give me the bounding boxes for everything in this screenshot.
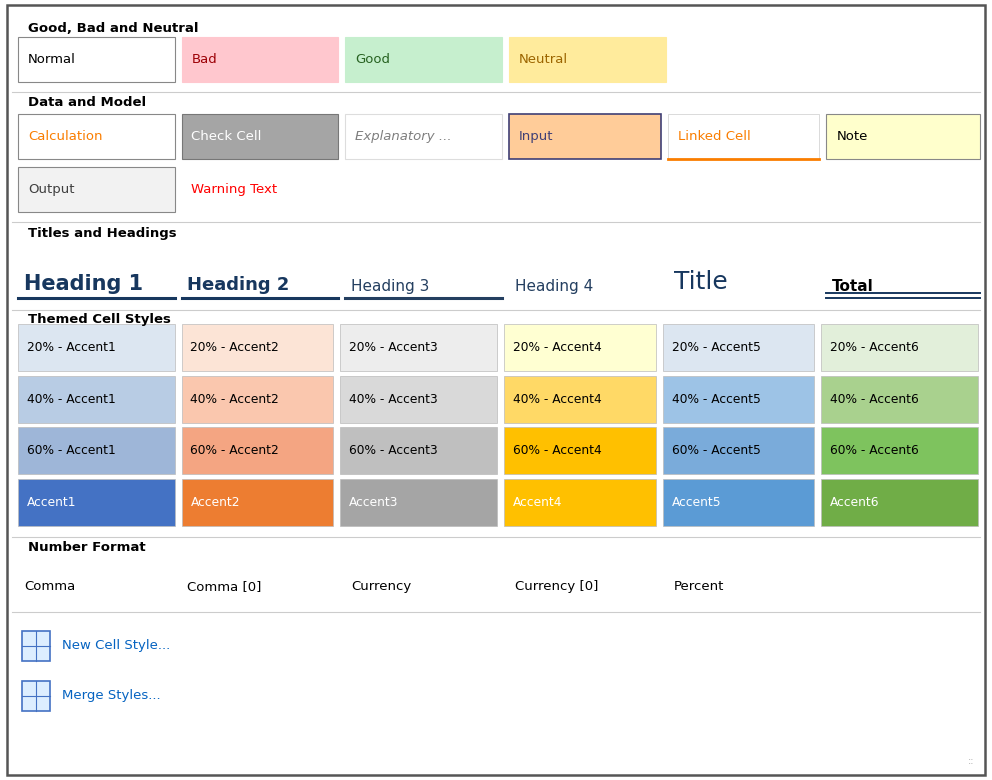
Text: Check Cell: Check Cell (191, 130, 262, 143)
Text: Total: Total (832, 279, 874, 294)
Text: 60% - Accent2: 60% - Accent2 (190, 445, 279, 457)
Text: Warning Text: Warning Text (191, 183, 278, 196)
Text: 20% - Accent3: 20% - Accent3 (349, 342, 437, 354)
Text: Good, Bad and Neutral: Good, Bad and Neutral (28, 23, 198, 35)
Text: Good: Good (355, 53, 390, 66)
Text: 20% - Accent2: 20% - Accent2 (190, 342, 279, 354)
Text: 20% - Accent4: 20% - Accent4 (513, 342, 601, 354)
FancyBboxPatch shape (821, 376, 978, 423)
FancyBboxPatch shape (18, 324, 175, 371)
Text: 40% - Accent4: 40% - Accent4 (513, 393, 601, 406)
Text: Themed Cell Styles: Themed Cell Styles (28, 314, 171, 326)
FancyBboxPatch shape (821, 479, 978, 526)
FancyBboxPatch shape (18, 479, 175, 526)
Text: Input: Input (519, 130, 554, 143)
FancyBboxPatch shape (182, 479, 333, 526)
FancyBboxPatch shape (18, 427, 175, 474)
Text: Heading 2: Heading 2 (187, 276, 290, 294)
FancyBboxPatch shape (821, 427, 978, 474)
FancyBboxPatch shape (182, 376, 333, 423)
Text: Accent2: Accent2 (190, 496, 240, 509)
FancyBboxPatch shape (182, 114, 338, 159)
Text: Currency: Currency (351, 580, 412, 593)
FancyBboxPatch shape (340, 376, 497, 423)
FancyBboxPatch shape (663, 376, 814, 423)
Text: Currency [0]: Currency [0] (515, 580, 598, 593)
Text: New Cell Style...: New Cell Style... (62, 640, 170, 652)
Text: Accent4: Accent4 (513, 496, 562, 509)
FancyBboxPatch shape (663, 479, 814, 526)
Text: 60% - Accent6: 60% - Accent6 (830, 445, 919, 457)
FancyBboxPatch shape (504, 479, 656, 526)
FancyBboxPatch shape (340, 427, 497, 474)
FancyBboxPatch shape (345, 37, 502, 82)
FancyBboxPatch shape (18, 167, 175, 212)
FancyBboxPatch shape (668, 114, 819, 159)
Text: 40% - Accent5: 40% - Accent5 (672, 393, 761, 406)
Text: Output: Output (28, 183, 74, 196)
Text: Explanatory ...: Explanatory ... (355, 130, 451, 143)
FancyBboxPatch shape (504, 427, 656, 474)
Text: Title: Title (674, 270, 727, 294)
Text: 60% - Accent1: 60% - Accent1 (27, 445, 115, 457)
Text: Accent1: Accent1 (27, 496, 76, 509)
FancyBboxPatch shape (18, 37, 175, 82)
Text: Titles and Headings: Titles and Headings (28, 228, 177, 240)
Text: 60% - Accent3: 60% - Accent3 (349, 445, 437, 457)
FancyBboxPatch shape (22, 631, 50, 661)
Text: Calculation: Calculation (28, 130, 102, 143)
FancyBboxPatch shape (504, 324, 656, 371)
Text: 60% - Accent5: 60% - Accent5 (672, 445, 761, 457)
Text: Percent: Percent (674, 580, 724, 593)
FancyBboxPatch shape (826, 114, 980, 159)
Text: Heading 4: Heading 4 (515, 279, 593, 294)
FancyBboxPatch shape (182, 37, 338, 82)
FancyBboxPatch shape (182, 324, 333, 371)
Text: Comma: Comma (24, 580, 75, 593)
Text: Heading 3: Heading 3 (351, 279, 430, 294)
Text: 40% - Accent1: 40% - Accent1 (27, 393, 115, 406)
Text: 40% - Accent2: 40% - Accent2 (190, 393, 279, 406)
Text: 20% - Accent6: 20% - Accent6 (830, 342, 919, 354)
FancyBboxPatch shape (18, 376, 175, 423)
FancyBboxPatch shape (345, 114, 502, 159)
Text: Linked Cell: Linked Cell (678, 130, 750, 143)
FancyBboxPatch shape (663, 427, 814, 474)
FancyBboxPatch shape (509, 37, 666, 82)
Text: Number Format: Number Format (28, 541, 146, 554)
FancyBboxPatch shape (340, 324, 497, 371)
FancyBboxPatch shape (22, 681, 50, 711)
Text: ::: :: (967, 756, 974, 766)
FancyBboxPatch shape (663, 324, 814, 371)
Text: Accent6: Accent6 (830, 496, 880, 509)
Text: Merge Styles...: Merge Styles... (62, 690, 160, 702)
Text: 20% - Accent1: 20% - Accent1 (27, 342, 115, 354)
Text: Accent5: Accent5 (672, 496, 721, 509)
FancyBboxPatch shape (340, 479, 497, 526)
FancyBboxPatch shape (821, 324, 978, 371)
Text: 20% - Accent5: 20% - Accent5 (672, 342, 761, 354)
Text: 40% - Accent3: 40% - Accent3 (349, 393, 437, 406)
Text: Comma [0]: Comma [0] (187, 580, 262, 593)
FancyBboxPatch shape (509, 114, 661, 159)
FancyBboxPatch shape (504, 376, 656, 423)
FancyBboxPatch shape (18, 114, 175, 159)
Text: Heading 1: Heading 1 (24, 274, 143, 294)
Text: 40% - Accent6: 40% - Accent6 (830, 393, 919, 406)
Text: Note: Note (836, 130, 868, 143)
Text: Accent3: Accent3 (349, 496, 399, 509)
Text: Normal: Normal (28, 53, 75, 66)
Text: 60% - Accent4: 60% - Accent4 (513, 445, 601, 457)
FancyBboxPatch shape (182, 427, 333, 474)
Text: Data and Model: Data and Model (28, 97, 146, 109)
Text: Neutral: Neutral (519, 53, 568, 66)
FancyBboxPatch shape (7, 5, 985, 775)
Text: Bad: Bad (191, 53, 217, 66)
